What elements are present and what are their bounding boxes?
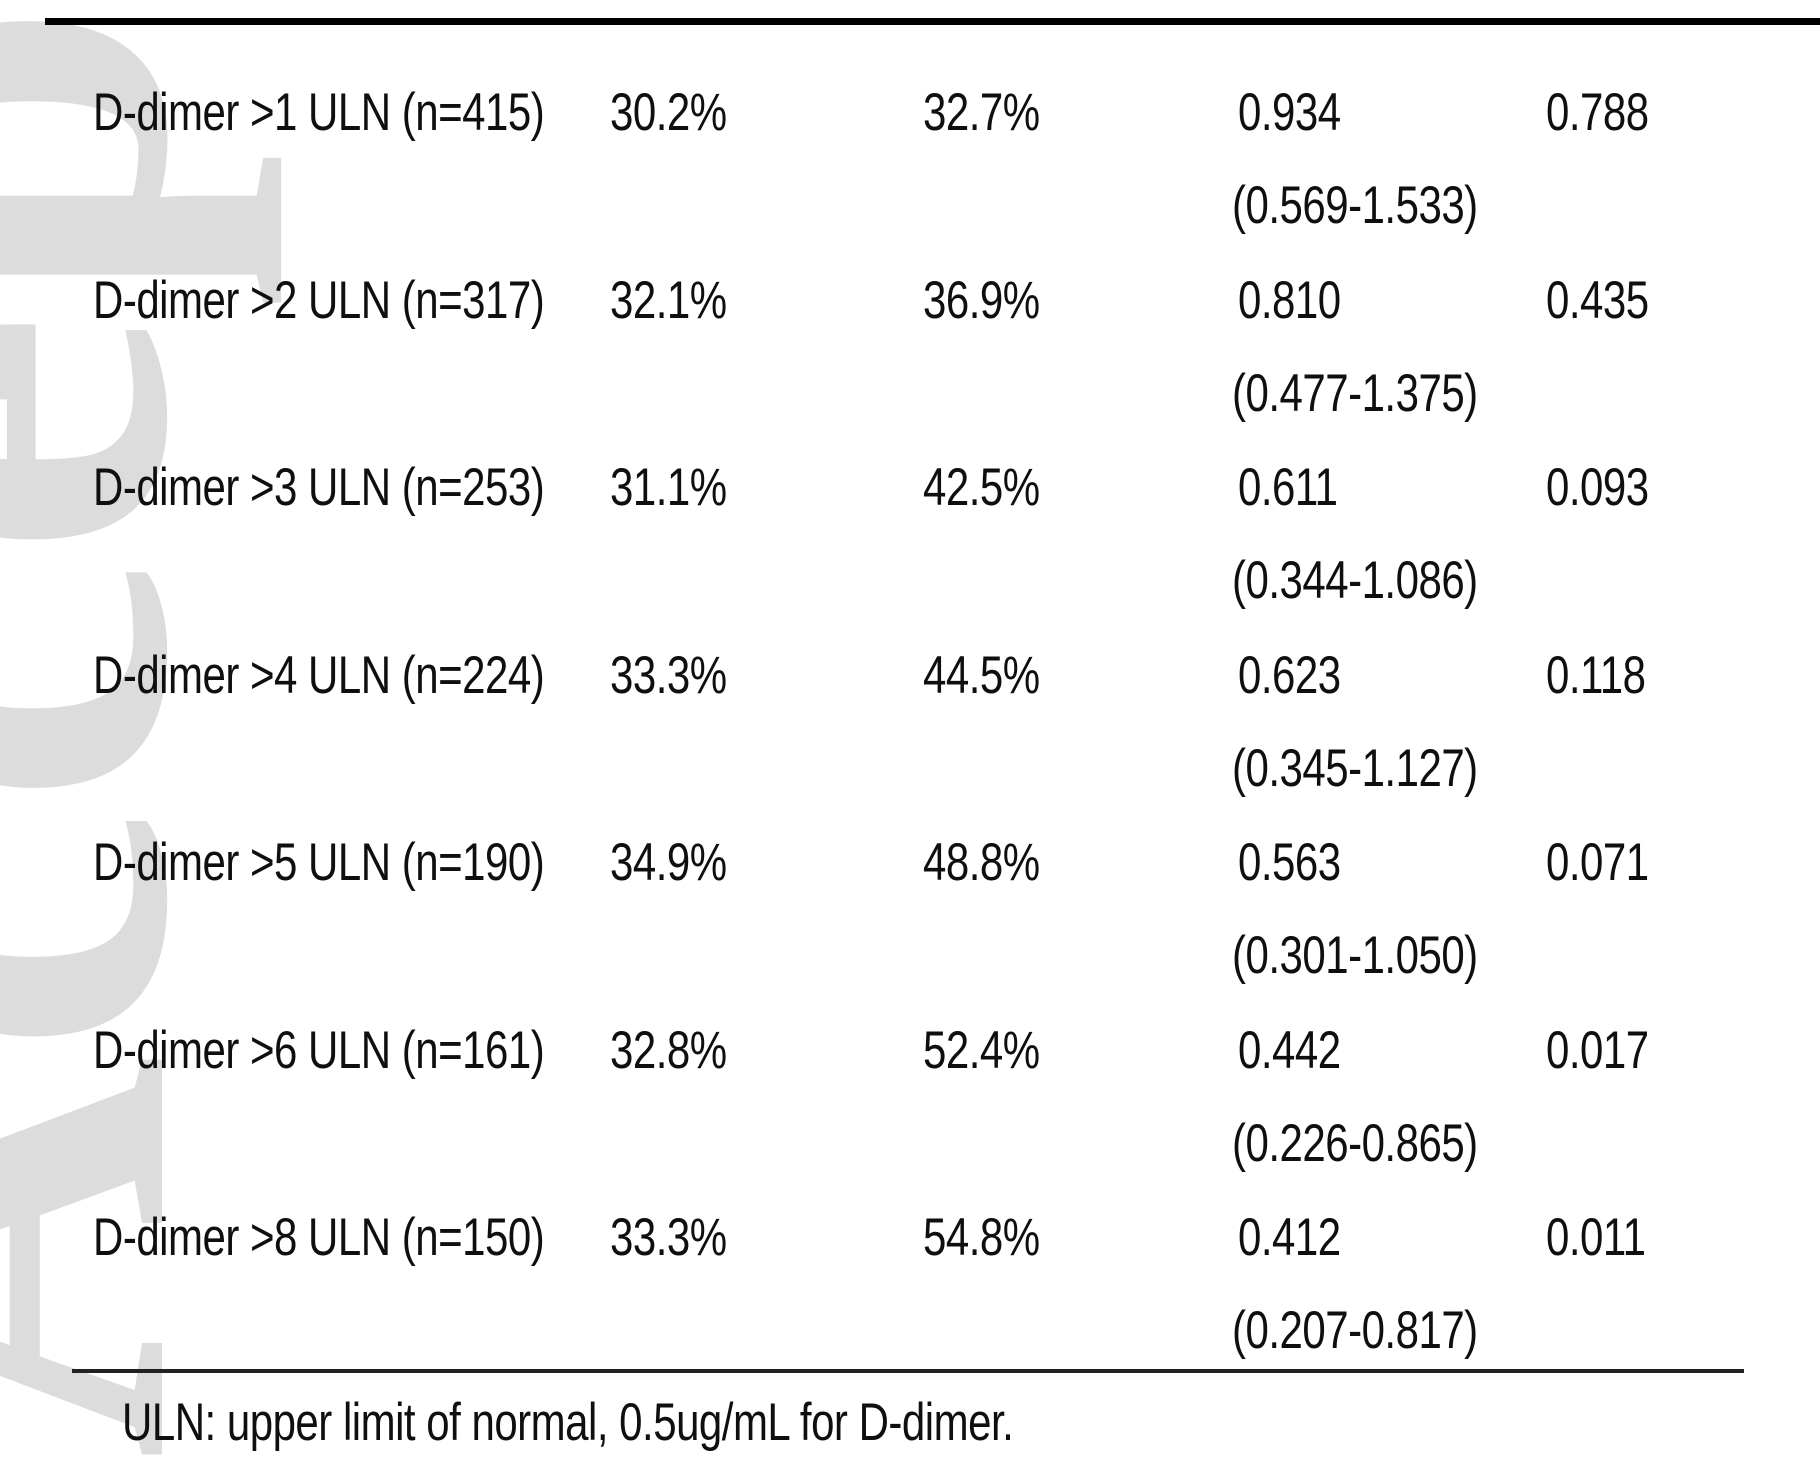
hazard-ratio-value: 0.611: [1238, 457, 1338, 516]
table-row: D-dimer >5 ULN (n=190) 34.9% 48.8% 0.563…: [0, 832, 1820, 1026]
pct1-cell: 32.1%: [610, 270, 727, 329]
table-footnote: ULN: upper limit of normal, 0.5ug/mL for…: [122, 1395, 1014, 1448]
hazard-ratio-cell: 0.810 (0.477-1.375): [1232, 273, 1478, 419]
pct2-cell: 44.5%: [923, 645, 1040, 704]
confidence-interval: (0.569-1.533): [1232, 175, 1478, 234]
footnote-text: ULN: upper limit of normal, 0.5ug/mL for…: [122, 1392, 1014, 1451]
confidence-interval: (0.345-1.127): [1232, 738, 1478, 797]
pct1-cell: 34.9%: [610, 832, 727, 891]
hazard-ratio-value: 0.563: [1238, 832, 1341, 891]
pct2-cell: 54.8%: [923, 1207, 1040, 1266]
pct1-cell: 31.1%: [610, 457, 727, 516]
p-value-cell: 0.788: [1546, 82, 1649, 141]
row-label: D-dimer >6 ULN (n=161): [93, 1020, 545, 1079]
row-label: D-dimer >4 ULN (n=224): [93, 645, 545, 704]
p-value-cell: 0.118: [1546, 645, 1646, 704]
hazard-ratio-cell: 0.442 (0.226-0.865): [1232, 1023, 1478, 1169]
pct2-cell: 32.7%: [923, 82, 1040, 141]
watermark-text: Accepted: [0, 0, 285, 1460]
hazard-ratio-cell: 0.412 (0.207-0.817): [1232, 1210, 1478, 1356]
pct1-cell: 30.2%: [610, 82, 727, 141]
table-row: D-dimer >2 ULN (n=317) 32.1% 36.9% 0.810…: [0, 270, 1820, 464]
table-row: D-dimer >1 ULN (n=415) 30.2% 32.7% 0.934…: [0, 82, 1820, 276]
table-bottom-rule: [72, 1369, 1744, 1373]
table-row: D-dimer >3 ULN (n=253) 31.1% 42.5% 0.611…: [0, 457, 1820, 651]
row-label: D-dimer >8 ULN (n=150): [93, 1207, 545, 1266]
row-label: D-dimer >3 ULN (n=253): [93, 457, 545, 516]
hazard-ratio-cell: 0.623 (0.345-1.127): [1232, 648, 1478, 794]
row-label: D-dimer >5 ULN (n=190): [93, 832, 545, 891]
hazard-ratio-value: 0.934: [1238, 82, 1341, 141]
hazard-ratio-value: 0.412: [1238, 1207, 1341, 1266]
hazard-ratio-cell: 0.563 (0.301-1.050): [1232, 835, 1478, 981]
hazard-ratio-cell: 0.611 (0.344-1.086): [1232, 460, 1478, 606]
hazard-ratio-value: 0.623: [1238, 645, 1341, 704]
p-value-cell: 0.017: [1546, 1020, 1649, 1079]
table-top-rule: [45, 18, 1820, 25]
hazard-ratio-value: 0.442: [1238, 1020, 1341, 1079]
confidence-interval: (0.477-1.375): [1232, 363, 1478, 422]
p-value-cell: 0.071: [1546, 832, 1649, 891]
pct1-cell: 33.3%: [610, 1207, 727, 1266]
confidence-interval: (0.344-1.086): [1232, 550, 1478, 609]
pct1-cell: 32.8%: [610, 1020, 727, 1079]
pct2-cell: 52.4%: [923, 1020, 1040, 1079]
pct2-cell: 48.8%: [923, 832, 1040, 891]
row-label: D-dimer >1 ULN (n=415): [93, 82, 545, 141]
p-value-cell: 0.093: [1546, 457, 1649, 516]
hazard-ratio-value: 0.810: [1238, 270, 1341, 329]
p-value-cell: 0.435: [1546, 270, 1649, 329]
table-row: D-dimer >4 ULN (n=224) 33.3% 44.5% 0.623…: [0, 645, 1820, 839]
confidence-interval: (0.301-1.050): [1232, 925, 1478, 984]
pct2-cell: 36.9%: [923, 270, 1040, 329]
hazard-ratio-cell: 0.934 (0.569-1.533): [1232, 85, 1478, 231]
confidence-interval: (0.207-0.817): [1232, 1300, 1478, 1359]
table-row: D-dimer >8 ULN (n=150) 33.3% 54.8% 0.412…: [0, 1207, 1820, 1401]
row-label: D-dimer >2 ULN (n=317): [93, 270, 545, 329]
pct2-cell: 42.5%: [923, 457, 1040, 516]
confidence-interval: (0.226-0.865): [1232, 1113, 1478, 1172]
table-row: D-dimer >6 ULN (n=161) 32.8% 52.4% 0.442…: [0, 1020, 1820, 1214]
p-value-cell: 0.011: [1546, 1207, 1646, 1266]
pct1-cell: 33.3%: [610, 645, 727, 704]
